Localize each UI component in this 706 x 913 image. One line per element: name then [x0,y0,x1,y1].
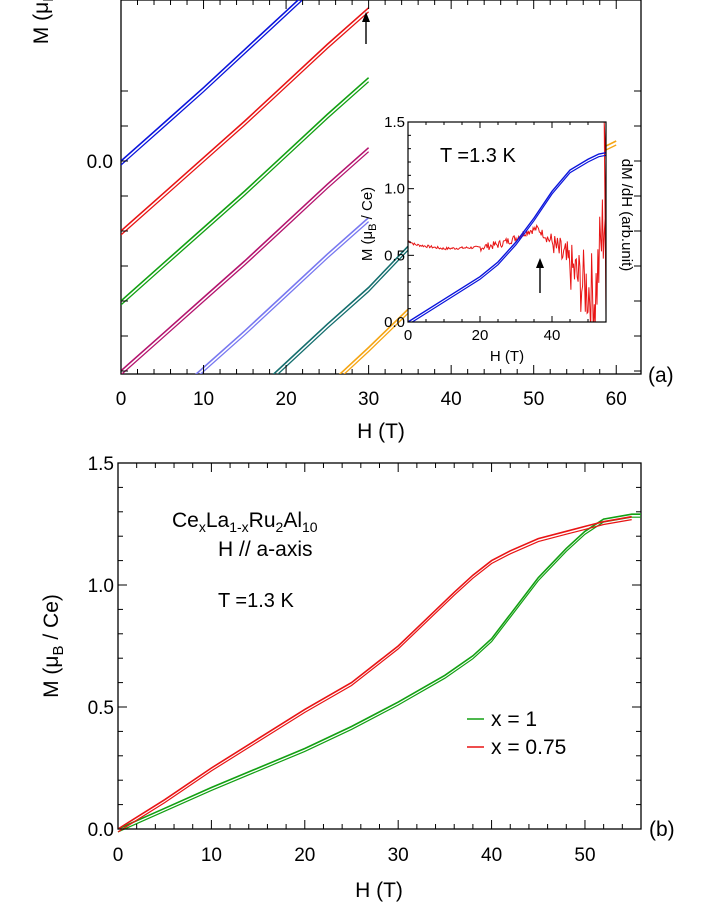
inset-y-tick-label: 1.5 [384,114,405,131]
inset-x-tick-label: 0 [404,327,412,344]
panel-a-x-tick-label: 10 [193,389,214,410]
series-line-curve-3-return [121,81,370,306]
series-line-x075-return [117,519,632,833]
panel-a-x-axis-label: H (T) [357,420,405,443]
series-line-M-return [411,154,606,322]
series-line-curve-1-return [121,0,304,166]
inset-y-axis-label: M (μB / Ce) [359,187,379,261]
series-line-curve-5-return [199,221,370,374]
inset-series-group [408,122,606,322]
inset-arrow [536,258,544,293]
panel-b-series-group [117,513,641,833]
series-line-curve-6 [272,187,452,374]
inset-series-clip-group [408,122,606,322]
panel-a-arrow [362,12,370,44]
panel-b-y-tick-label: 1.0 [88,576,114,597]
panel-b-x-tick-label: 40 [481,845,502,866]
panel-b-formula: CexLa1-xRu2Al10 [172,509,318,535]
panel-a-y-axis-label: M (μB [30,0,57,44]
series-line-curve-4 [121,147,370,372]
panel-b-tick-labels: 0 10 20 30 40 50 0.0 0.5 1.0 1.5 [88,454,596,866]
panel-b-x-tick-label: 0 [113,845,124,866]
panel-a-frame [120,0,642,375]
panel-a-x-tick-label: 20 [276,389,297,410]
panel-b: 0 10 20 30 40 50 0.0 0.5 1.0 1.5 M (μB / Ce) H (T… [40,454,675,902]
panel-b-y-tick-label: 0.5 [88,698,114,719]
inset-frame [407,121,607,323]
panel-b-temperature-label: T =1.3 K [218,590,294,612]
panel-a-y-tick-label: 0.0 [87,152,113,173]
series-line-curve-5 [194,217,370,374]
panel-b-y-tick-label: 1.5 [88,454,114,475]
series-line-curve-1 [121,0,300,162]
panel-a-x-tick-labels: 0 10 20 30 40 50 60 [116,389,627,410]
series-line-curve-2-return [121,11,370,236]
panel-a-label: (a) [648,364,674,387]
inset-x-axis-label: H (T) [490,348,524,365]
series-line-curve-3 [121,77,370,302]
panel-b-y-axis-label: M (μB / Ce) [40,594,67,698]
series-line-M [408,152,606,322]
panel-b-x-tick-label: 10 [201,845,222,866]
inset-x-tick-label: 40 [544,327,561,344]
legend-label: x = 0.75 [491,736,566,759]
inset-ticks [407,122,589,323]
panel-a-ticks [120,0,641,374]
panel-b-x-tick-label: 30 [388,845,409,866]
panel-a-x-tick-label: 40 [441,389,462,410]
legend-item-x1: x = 1 [467,708,537,731]
panel-b-label: (b) [649,818,675,841]
panel-a-x-tick-label: 50 [523,389,544,410]
series-line-dMdH [408,122,606,322]
inset-right-axis-label: dM /dH (arb.unit) [618,159,635,272]
panel-a-x-tick-label: 30 [358,389,379,410]
inset-y-tick-label: 0.5 [384,247,405,264]
panel-a-series-group [121,0,617,374]
panel-a-x-tick-label: 0 [116,389,127,410]
legend-item-x075: x = 0.75 [467,736,566,759]
inset-plot: 0 20 40 0.0 0.5 1.0 1.5 T =1.3 K M (μB / Ce) d… [359,114,635,365]
series-line-x075 [117,515,632,830]
panel-b-ticks [117,462,642,830]
series-line-x1-return [117,516,641,833]
series-line-curve-2 [121,7,370,232]
legend-label: x = 1 [491,708,537,731]
panel-b-x-tick-label: 50 [574,845,595,866]
series-line-x1 [117,513,641,830]
inset-tick-labels: 0 20 40 0.0 0.5 1.0 1.5 [384,114,560,344]
inset-y-tick-label: 1.0 [384,181,405,198]
panel-a-series-clip-group [121,0,617,374]
inset-x-tick-label: 20 [472,327,489,344]
inset-background [408,122,606,322]
panel-b-x-tick-label: 20 [294,845,315,866]
panel-b-y-tick-label: 0.0 [88,820,114,841]
panel-b-field-direction: H // a-axis [218,538,313,561]
series-line-curve-4-return [121,151,370,374]
panel-a-x-tick-label: 60 [606,389,627,410]
legend: x = 1 x = 0.75 [467,708,566,759]
inset-y-tick-label: 0.0 [384,314,405,331]
panel-b-x-axis-label: H (T) [355,879,403,902]
inset-temperature-label: T =1.3 K [440,145,516,167]
